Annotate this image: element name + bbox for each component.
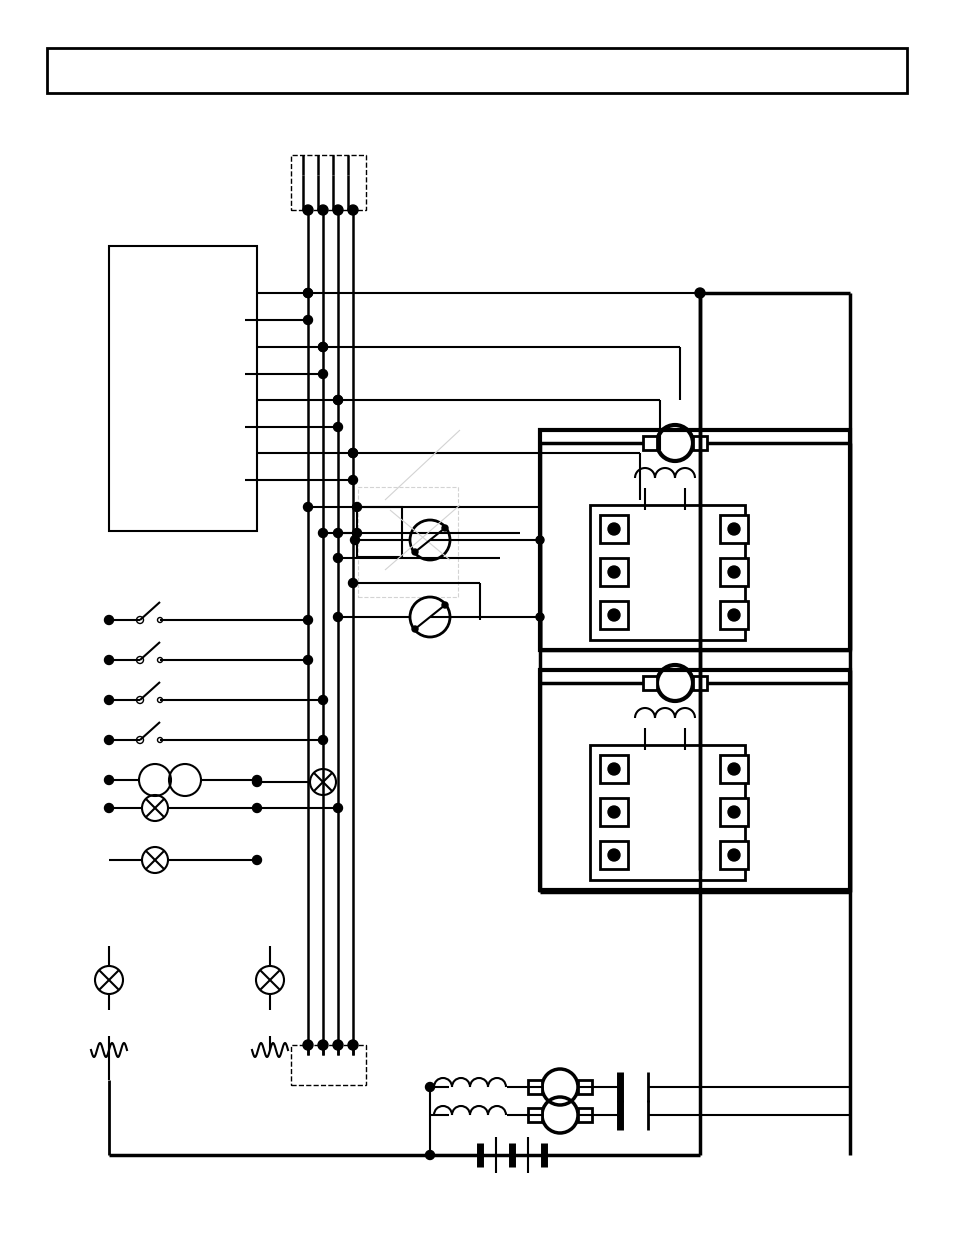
Circle shape bbox=[105, 615, 113, 625]
Bar bbox=[692, 676, 706, 690]
Circle shape bbox=[303, 315, 313, 325]
Circle shape bbox=[253, 776, 261, 784]
Circle shape bbox=[348, 1040, 357, 1050]
Circle shape bbox=[253, 778, 261, 787]
Circle shape bbox=[303, 656, 313, 664]
Bar bbox=[599, 515, 627, 543]
Circle shape bbox=[303, 205, 313, 215]
Circle shape bbox=[334, 529, 342, 537]
Circle shape bbox=[607, 609, 619, 621]
Bar bbox=[589, 745, 744, 881]
Circle shape bbox=[412, 550, 417, 555]
Bar bbox=[720, 798, 747, 826]
Circle shape bbox=[333, 205, 343, 215]
Circle shape bbox=[334, 804, 342, 813]
Bar bbox=[291, 156, 366, 210]
Bar bbox=[357, 487, 457, 597]
Bar bbox=[599, 841, 627, 869]
Circle shape bbox=[317, 205, 328, 215]
Circle shape bbox=[348, 448, 357, 457]
Bar bbox=[720, 601, 747, 629]
Bar bbox=[527, 1108, 541, 1123]
Circle shape bbox=[348, 205, 357, 215]
Circle shape bbox=[695, 288, 704, 298]
Bar bbox=[291, 1045, 366, 1086]
Circle shape bbox=[607, 522, 619, 535]
Circle shape bbox=[105, 736, 113, 745]
Circle shape bbox=[425, 1083, 434, 1092]
Circle shape bbox=[105, 776, 113, 784]
Bar bbox=[599, 755, 627, 783]
Circle shape bbox=[334, 395, 342, 405]
Circle shape bbox=[303, 503, 313, 511]
Circle shape bbox=[352, 529, 361, 537]
Circle shape bbox=[334, 553, 342, 562]
Circle shape bbox=[318, 529, 327, 537]
Circle shape bbox=[334, 613, 342, 621]
Circle shape bbox=[253, 856, 261, 864]
Circle shape bbox=[352, 503, 361, 511]
Circle shape bbox=[303, 615, 313, 625]
Bar bbox=[599, 798, 627, 826]
Bar bbox=[720, 841, 747, 869]
Circle shape bbox=[727, 848, 740, 861]
Circle shape bbox=[318, 736, 327, 745]
Bar bbox=[720, 515, 747, 543]
Circle shape bbox=[333, 1040, 343, 1050]
Circle shape bbox=[727, 763, 740, 776]
Circle shape bbox=[727, 522, 740, 535]
Circle shape bbox=[536, 613, 543, 621]
Circle shape bbox=[317, 1040, 328, 1050]
Bar bbox=[642, 436, 657, 450]
Circle shape bbox=[253, 804, 261, 813]
Bar bbox=[589, 505, 744, 640]
Circle shape bbox=[303, 1040, 313, 1050]
Circle shape bbox=[607, 848, 619, 861]
Bar bbox=[599, 601, 627, 629]
Circle shape bbox=[727, 609, 740, 621]
Circle shape bbox=[334, 395, 342, 405]
Circle shape bbox=[607, 763, 619, 776]
Circle shape bbox=[441, 525, 448, 531]
Bar bbox=[720, 755, 747, 783]
Circle shape bbox=[105, 804, 113, 813]
Circle shape bbox=[318, 342, 327, 352]
Circle shape bbox=[105, 656, 113, 664]
Circle shape bbox=[607, 806, 619, 818]
Circle shape bbox=[607, 566, 619, 578]
Circle shape bbox=[536, 536, 543, 543]
Bar bbox=[578, 1108, 592, 1123]
Bar bbox=[109, 246, 256, 531]
Bar bbox=[356, 508, 401, 557]
Circle shape bbox=[105, 695, 113, 704]
Circle shape bbox=[727, 566, 740, 578]
Circle shape bbox=[318, 342, 327, 352]
Circle shape bbox=[318, 695, 327, 704]
Circle shape bbox=[425, 1151, 434, 1160]
Circle shape bbox=[727, 806, 740, 818]
Circle shape bbox=[348, 578, 357, 588]
Circle shape bbox=[318, 369, 327, 378]
Bar bbox=[599, 558, 627, 585]
Bar bbox=[692, 436, 706, 450]
Circle shape bbox=[348, 448, 357, 457]
Bar bbox=[720, 558, 747, 585]
Circle shape bbox=[303, 289, 313, 298]
Bar bbox=[642, 676, 657, 690]
Circle shape bbox=[303, 289, 313, 298]
Circle shape bbox=[334, 422, 342, 431]
Bar bbox=[539, 671, 849, 890]
Bar bbox=[578, 1079, 592, 1094]
Bar bbox=[539, 430, 849, 650]
Circle shape bbox=[348, 475, 357, 484]
Circle shape bbox=[441, 601, 448, 608]
Bar bbox=[47, 48, 906, 93]
Circle shape bbox=[412, 626, 417, 632]
Bar bbox=[527, 1079, 541, 1094]
Circle shape bbox=[350, 536, 359, 545]
